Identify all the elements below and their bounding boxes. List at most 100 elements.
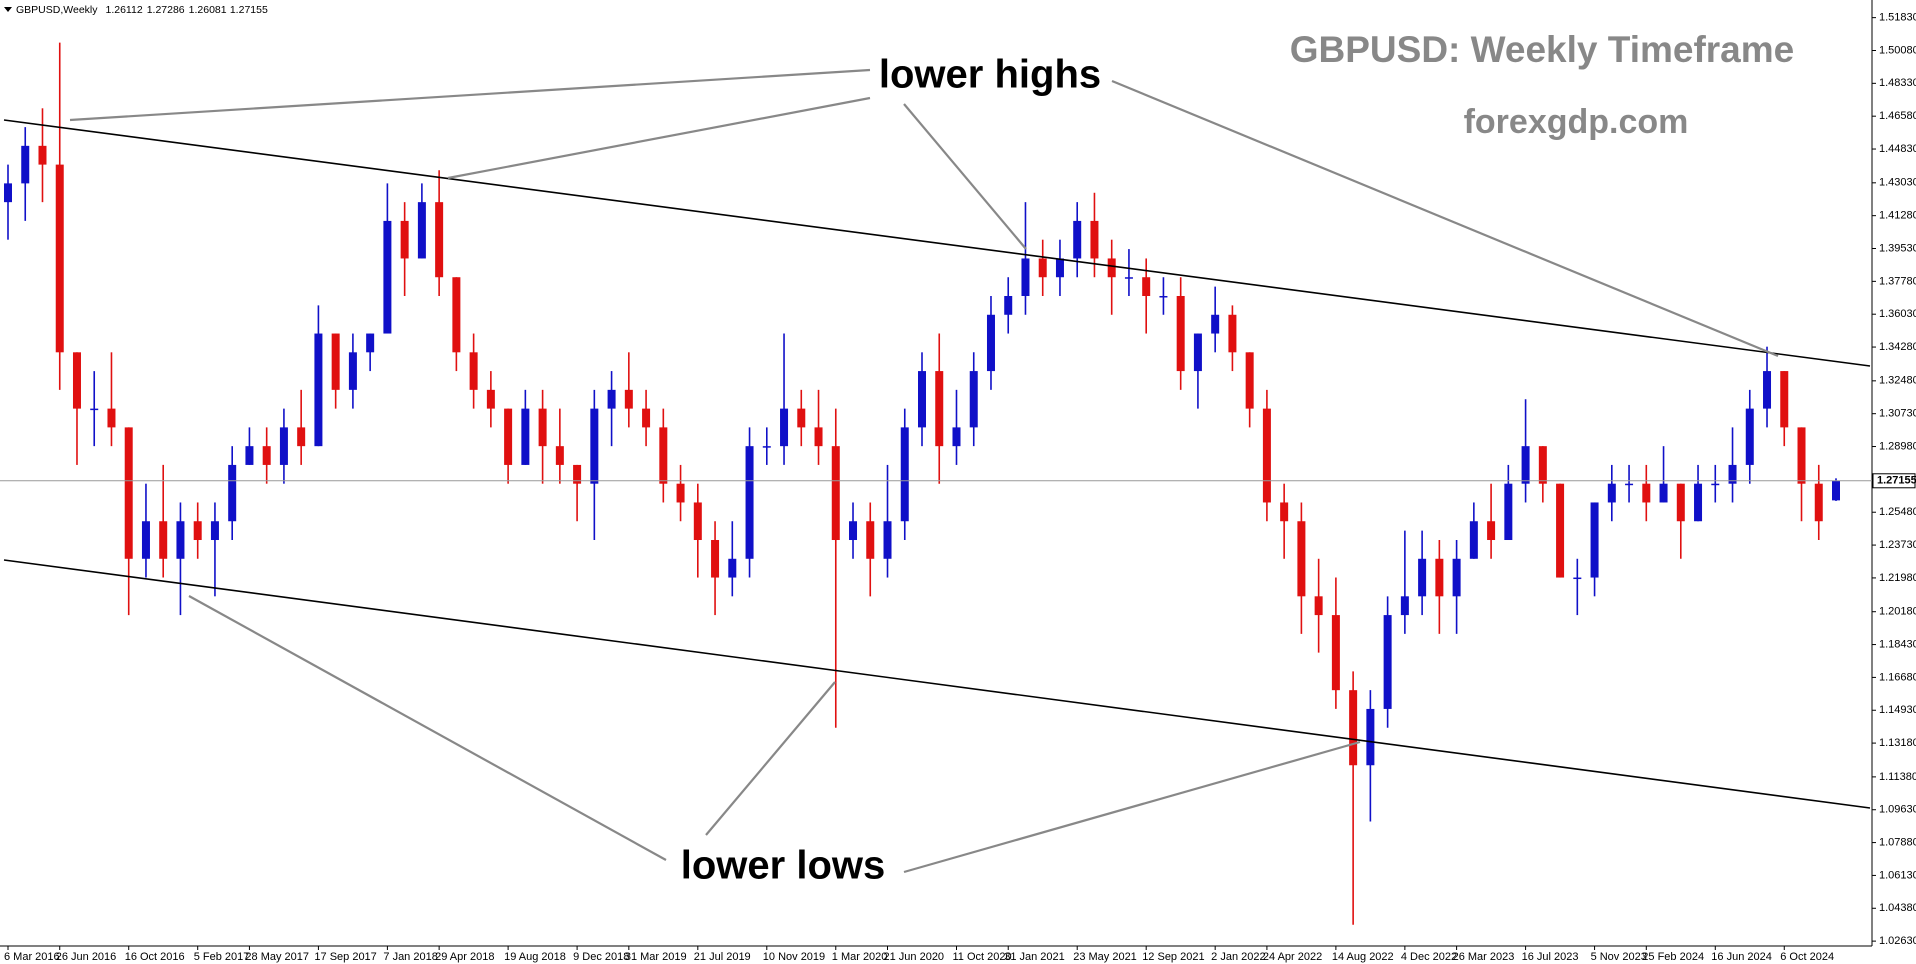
y-tick-label: 1.07880	[1879, 836, 1916, 848]
annotation: lower highs	[879, 53, 1101, 97]
candle-body	[1159, 295, 1168, 298]
x-tick-label: 28 May 2017	[245, 951, 309, 963]
x-tick-label: 17 Sep 2017	[314, 951, 376, 963]
y-tick-label: 1.41280	[1879, 210, 1916, 222]
candle-body	[1642, 483, 1651, 503]
candle-body	[1573, 577, 1582, 580]
y-tick-label: 1.13180	[1879, 737, 1916, 749]
x-tick-label: 6 Oct 2024	[1780, 951, 1834, 963]
y-tick-label: 1.32480	[1879, 375, 1916, 387]
candle-body	[4, 183, 12, 203]
annotation: lower lows	[681, 844, 886, 888]
candle-body	[193, 521, 202, 541]
connector	[69, 68, 871, 122]
candle-body	[228, 464, 237, 522]
connector	[903, 103, 1027, 250]
candle-body	[1504, 483, 1513, 541]
x-tick-label: 9 Dec 2018	[573, 951, 629, 963]
y-tick-label: 1.14930	[1879, 704, 1916, 716]
candle-body	[935, 371, 944, 447]
y-tick-label: 1.20180	[1879, 606, 1916, 618]
x-tick-label: 2 Jan 2022	[1211, 951, 1265, 963]
candle-body	[780, 408, 789, 447]
y-tick-label: 1.34280	[1879, 341, 1916, 353]
menu-arrow	[4, 7, 12, 12]
y-tick-label: 1.02630	[1879, 935, 1916, 947]
candle-body	[1262, 408, 1271, 503]
x-tick-label: 25 Feb 2024	[1642, 951, 1704, 963]
x-tick-label: 31 Jan 2021	[1004, 951, 1065, 963]
candle-body	[1556, 483, 1565, 578]
candle-body	[1728, 464, 1737, 484]
candle-body	[521, 408, 530, 465]
x-tick-label: 16 Jun 2024	[1711, 951, 1772, 963]
y-tick-label: 1.25480	[1879, 506, 1916, 518]
y-tick-label: 1.36030	[1879, 308, 1916, 320]
y-tick-label: 1.30730	[1879, 408, 1916, 420]
candle-body	[1176, 295, 1185, 372]
candle-body	[1521, 446, 1530, 484]
candle-body	[297, 427, 306, 447]
candle-body	[797, 408, 806, 428]
channel-lines	[3, 119, 1871, 809]
candle-body	[107, 408, 116, 428]
candle-body	[90, 408, 99, 411]
x-tick-label: 5 Feb 2017	[194, 951, 250, 963]
candle-body	[883, 521, 892, 559]
candle-body	[1418, 558, 1427, 597]
candle-body	[590, 408, 599, 484]
y-tick-label: 1.44830	[1879, 143, 1916, 155]
candle-body	[1400, 596, 1409, 616]
candle-body	[1314, 596, 1323, 616]
candle-body	[1073, 220, 1082, 259]
y-tick-label: 1.50080	[1879, 44, 1916, 56]
y-tick-label: 1.46580	[1879, 110, 1916, 122]
candle-body	[711, 540, 720, 578]
connector	[188, 595, 667, 861]
candle-body	[866, 521, 875, 559]
candle-body	[279, 427, 288, 465]
connector	[1111, 79, 1779, 358]
candle-body	[952, 427, 961, 447]
candle-body	[1366, 708, 1375, 766]
y-tick-label: 1.11380	[1879, 771, 1916, 783]
candle-body	[1694, 483, 1703, 522]
candle-body	[141, 521, 150, 559]
candles	[4, 42, 1840, 925]
y-tick-label: 1.51830	[1879, 12, 1916, 24]
candle-body	[1349, 690, 1358, 766]
candle-body	[624, 389, 633, 409]
candle-body	[762, 446, 771, 448]
chart-title: GBPUSD: Weekly Timeframe	[1290, 29, 1795, 70]
x-tick-label: 16 Jul 2023	[1522, 951, 1579, 963]
candle-body	[1711, 483, 1720, 486]
candle-body	[159, 521, 168, 559]
chart-subtitle: forexgdp.com	[1464, 103, 1689, 141]
y-tick-label: 1.21980	[1879, 572, 1916, 584]
candle-body	[573, 464, 582, 484]
candle-body	[314, 333, 323, 447]
candle-body	[969, 371, 978, 428]
candle-body	[1124, 277, 1133, 279]
current-price-box	[1872, 473, 1916, 489]
candle-body	[900, 427, 909, 522]
y-tick-label: 1.23730	[1879, 539, 1916, 551]
header: GBPUSD,Weekly 1.26112 1.27286 1.26081 1.2715…	[16, 4, 268, 16]
candle-body	[1038, 258, 1047, 278]
candle-body	[504, 408, 513, 465]
x-tick-label: 26 Jun 2016	[56, 951, 117, 963]
candle-body	[1435, 558, 1444, 597]
candle-body	[642, 408, 651, 428]
x-tick-label: 10 Nov 2019	[763, 951, 825, 963]
candle-body	[1590, 502, 1599, 578]
candle-body	[1004, 295, 1013, 315]
candle-body	[1676, 483, 1685, 522]
candle-body	[1780, 371, 1789, 428]
y-tick-label: 1.48330	[1879, 77, 1916, 89]
candle-body	[1193, 333, 1202, 372]
candle-body	[486, 389, 495, 409]
y-tick-label: 1.04380	[1879, 902, 1916, 914]
candle-body	[331, 333, 340, 390]
